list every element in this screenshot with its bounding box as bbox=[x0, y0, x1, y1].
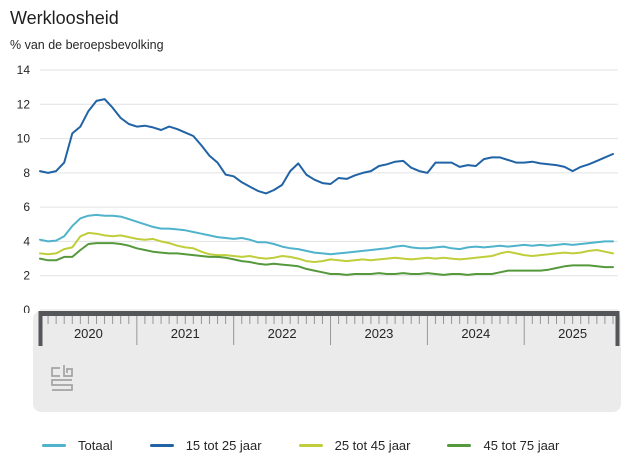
legend-label-15-25: 15 tot 25 jaar bbox=[185, 438, 262, 453]
navigator-handle-left[interactable] bbox=[38, 311, 43, 346]
line-series-totaal[interactable] bbox=[39, 213, 614, 256]
y-axis-tick-label: 0 bbox=[23, 303, 30, 313]
legend-swatch-25-45 bbox=[298, 444, 323, 447]
navigator-panel bbox=[33, 311, 621, 412]
legend-item-45-75[interactable]: 45 tot 75 jaar bbox=[447, 438, 559, 453]
legend-label-totaal: Totaal bbox=[78, 438, 113, 453]
year-labels: 2020 2021 2022 2023 2024 2025 bbox=[74, 326, 587, 341]
page-title: Werkloosheid bbox=[10, 8, 119, 28]
y-axis-tick-label: 8 bbox=[23, 166, 30, 180]
year-label: 2025 bbox=[558, 326, 587, 341]
year-label: 2020 bbox=[74, 326, 103, 341]
legend-item-15-25[interactable]: 15 tot 25 jaar bbox=[149, 438, 262, 453]
year-label: 2022 bbox=[268, 326, 297, 341]
y-axis-tick-label: 10 bbox=[17, 132, 31, 146]
legend-swatch-totaal bbox=[42, 444, 66, 447]
y-axis-tick-label: 2 bbox=[23, 269, 30, 283]
y-axis-tick-label: 14 bbox=[17, 63, 31, 77]
year-label: 2021 bbox=[171, 326, 200, 341]
line-series-45-tot-75-jaar[interactable] bbox=[39, 242, 614, 276]
legend: Totaal 15 tot 25 jaar 25 tot 45 jaar 45 … bbox=[42, 438, 559, 453]
navigator-track[interactable] bbox=[40, 311, 618, 316]
legend-swatch-15-25 bbox=[149, 444, 174, 447]
legend-swatch-45-75 bbox=[447, 444, 472, 447]
y-axis-tick-label: 4 bbox=[23, 234, 30, 248]
legend-item-25-45[interactable]: 25 tot 45 jaar bbox=[298, 438, 411, 453]
navigator-handle-right[interactable] bbox=[615, 311, 620, 346]
year-label: 2024 bbox=[461, 326, 490, 341]
y-axis-tick-label: 6 bbox=[23, 200, 30, 214]
line-series-25-tot-45-jaar[interactable] bbox=[39, 231, 614, 263]
cbs-logo bbox=[51, 365, 73, 391]
legend-item-totaal[interactable]: Totaal bbox=[42, 438, 113, 453]
year-label: 2023 bbox=[364, 326, 393, 341]
y-axis-unit-label: % van de beroepsbevolking bbox=[10, 38, 164, 52]
y-axis-tick-label: 12 bbox=[17, 97, 31, 111]
legend-label-45-75: 45 tot 75 jaar bbox=[483, 438, 560, 453]
plot-area: 0 2 4 6 8 10 12 14 bbox=[17, 63, 618, 313]
legend-label-25-45: 25 tot 45 jaar bbox=[334, 438, 411, 453]
line-series-15-tot-25-jaar[interactable] bbox=[39, 98, 614, 195]
